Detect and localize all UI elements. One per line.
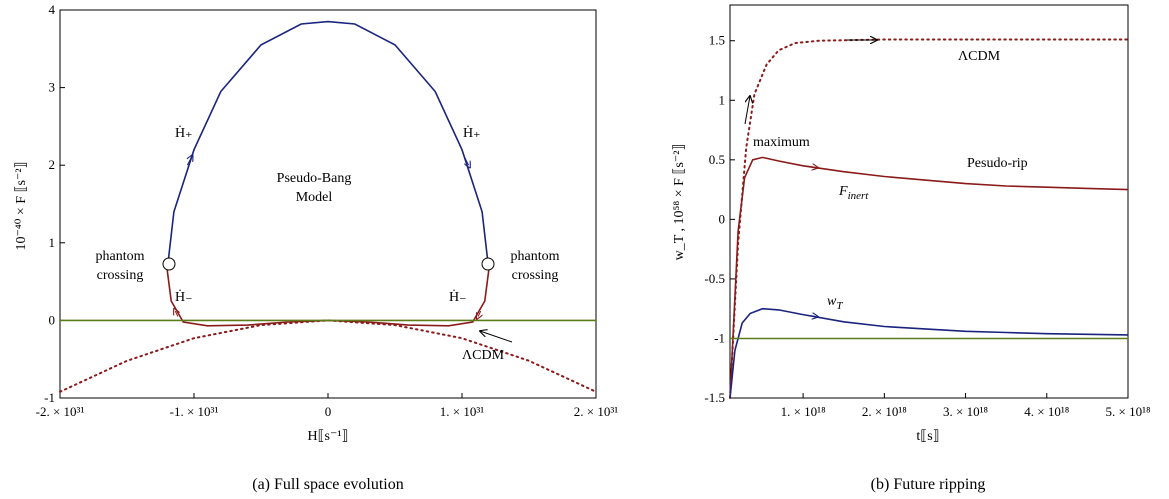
- y-tick-label: 1: [49, 235, 56, 250]
- x-tick-label: 2. × 10¹⁸: [862, 404, 907, 419]
- series-line-lcdm: [59, 319, 597, 393]
- annotation-f-inert: Finert: [838, 184, 869, 202]
- y-tick-label: 0: [49, 312, 56, 327]
- y-tick-label: 2: [49, 157, 56, 172]
- annotation-h-plus-right: Ḣ₊: [463, 125, 481, 141]
- y-tick-label: 0: [719, 211, 726, 226]
- direction-arrow-h-plus-right: [465, 157, 469, 165]
- x-tick-label: 3. × 10¹⁸: [943, 404, 988, 419]
- x-ticks-a: -2. × 10³¹ -1. × 10³¹ 0 1. × 10³¹ 2. × 10³¹: [36, 393, 618, 419]
- annotation-phantom-right-2: crossing: [512, 268, 559, 283]
- y-axis-label-b: w_T , 10⁵⁸ × F ⟦s⁻²⟧: [672, 144, 687, 261]
- y-tick-label: 0.5: [709, 152, 725, 167]
- phantom-crossing-marker-left: [162, 257, 176, 271]
- y-tick-label: -0.5: [704, 271, 725, 286]
- annotation-h-minus-left: Ḣ₋: [175, 289, 193, 305]
- x-tick-label: 2. × 10³¹: [574, 404, 618, 419]
- series-line-upper: [166, 20, 490, 271]
- x-ticks-b: 1. × 10¹⁸ 2. × 10¹⁸ 3. × 10¹⁸ 4. × 10¹⁸ 5. ×…: [781, 393, 1151, 419]
- annotation-phantom-left-1: phantom: [96, 249, 145, 264]
- direction-arrow-w-t: [807, 315, 815, 316]
- annotation-lcdm-a: ΛCDM: [462, 348, 505, 363]
- x-tick-label: 0: [325, 404, 332, 419]
- series-line-lower: [166, 269, 490, 327]
- annotation-lcdm-b: ΛCDM: [958, 49, 1001, 64]
- annotation-h-plus-left: Ḣ₊: [175, 125, 193, 141]
- x-tick-label: -1. × 10³¹: [170, 404, 219, 419]
- y-tick-label: -1: [44, 390, 55, 405]
- x-tick-label: 1. × 10¹⁸: [781, 404, 826, 419]
- y-tick-label: 1.5: [709, 33, 725, 48]
- y-tick-label: 4: [49, 2, 56, 17]
- panel-future-ripping: -1.5 -1 -0.5 0 0.5 1 1.5 1. × 10¹⁸ 2. × 10¹⁸ 3. …: [672, 4, 1151, 493]
- annotation-pseudo-rip: Pesudo-rip: [967, 156, 1028, 171]
- plot-frame-b: [729, 4, 1129, 399]
- series-a: [59, 20, 597, 393]
- x-tick-label: -2. × 10³¹: [36, 404, 85, 419]
- annotation-phantom-right-1: phantom: [511, 249, 560, 264]
- y-tick-label: 1: [719, 92, 726, 107]
- direction-arrow-h-minus-left: [175, 311, 178, 317]
- caption-a: (a) Full space evolution: [252, 476, 404, 493]
- arrow-lcdm-a: [480, 331, 513, 343]
- y-tick-label: 3: [49, 80, 56, 95]
- annotation-h-minus-right: Ḣ₋: [449, 289, 467, 305]
- annotation-maximum: maximum: [753, 135, 810, 150]
- series-line-finert: [729, 156, 1129, 399]
- annotation-phantom-left-2: crossing: [97, 268, 144, 283]
- y-tick-label: -1: [714, 330, 725, 345]
- y-axis-label-a: 10⁻⁴⁰ × F ⟦s⁻²⟧: [14, 162, 29, 251]
- y-ticks-a: -1 0 1 2 3 4: [44, 2, 65, 405]
- x-axis-label-a: H⟦s⁻¹⟧: [307, 429, 348, 444]
- x-axis-label-b: t⟦s⟧: [916, 429, 939, 444]
- series-line-wt: [729, 307, 1129, 399]
- direction-arrow-h-minus-right: [478, 310, 481, 316]
- annotation-model-line2: Model: [296, 190, 333, 205]
- series-line-lcdm: [729, 38, 1129, 399]
- x-tick-label: 5. × 10¹⁸: [1105, 404, 1150, 419]
- direction-arrow-f-inert: [807, 166, 815, 167]
- annotation-w-t: wT: [827, 294, 843, 312]
- annotation-model-line1: Pseudo-Bang: [277, 171, 352, 186]
- phantom-crossing-marker-right: [481, 257, 495, 271]
- y-ticks-b: -1.5 -1 -0.5 0 0.5 1 1.5: [704, 33, 735, 405]
- y-tick-label: -1.5: [704, 390, 725, 405]
- caption-b: (b) Future ripping: [871, 476, 986, 493]
- series-b: [729, 38, 1129, 399]
- arrow-maximum: [744, 96, 750, 125]
- panel-full-space-evolution: -1 0 1 2 3 4 -2. × 10³¹ -1. × 10³¹ 0 1. × 10³¹ 2.…: [14, 2, 618, 493]
- x-tick-label: 4. × 10¹⁸: [1024, 404, 1069, 419]
- x-tick-label: 1. × 10³¹: [440, 404, 484, 419]
- direction-arrow-h-plus-left: [187, 157, 191, 166]
